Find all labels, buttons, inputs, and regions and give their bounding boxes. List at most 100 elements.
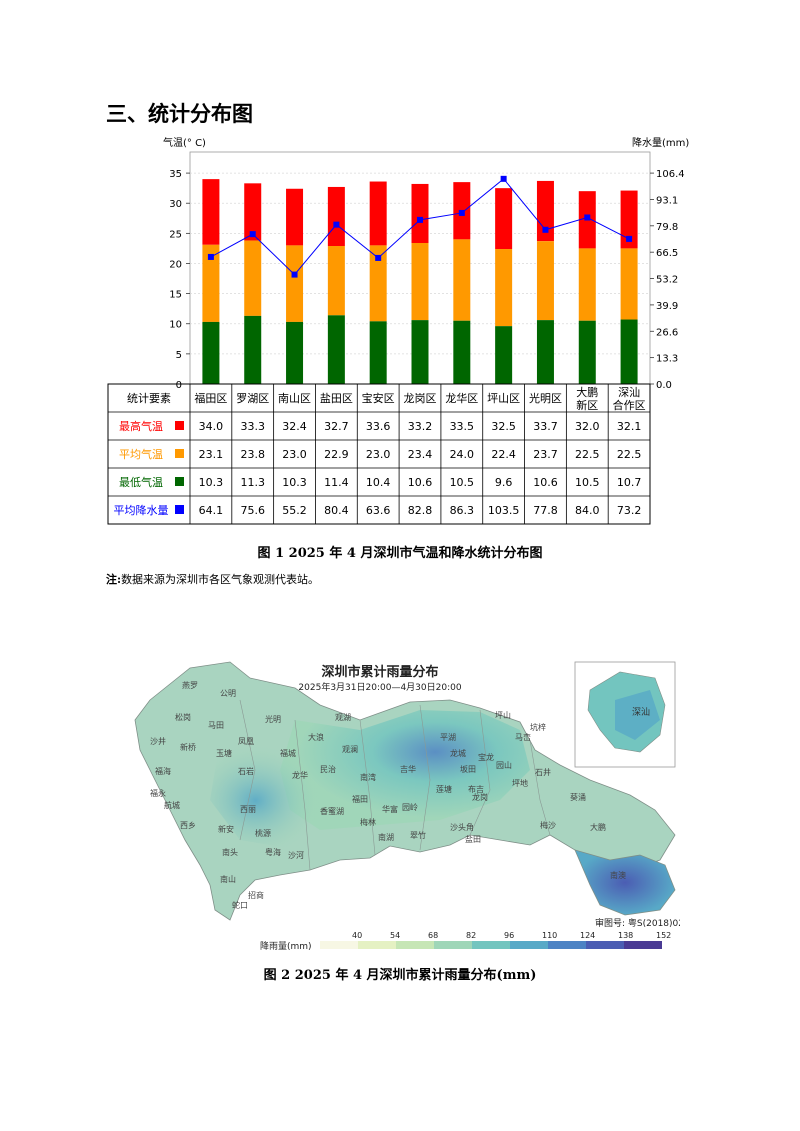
category-label: 盐田区	[320, 392, 353, 405]
right-tick-label: 13.3	[656, 354, 678, 365]
data-source-note: 注:数据来源为深圳市各区气象观测代表站。	[106, 573, 320, 586]
map-place-label: 招商	[248, 890, 264, 900]
precipitation-point	[291, 271, 298, 278]
series-swatch	[175, 421, 184, 430]
avg-temp-bar	[411, 242, 429, 321]
right-tick-label: 66.5	[656, 248, 678, 259]
left-tick-label: 30	[169, 199, 182, 210]
data-value: 22.5	[575, 448, 600, 461]
data-value: 86.3	[450, 504, 475, 517]
avg-temp-bar	[495, 249, 513, 327]
category-label: 罗湖区	[236, 392, 269, 405]
map-place-label: 桃源	[255, 828, 271, 838]
left-tick-label: 20	[169, 259, 182, 270]
map-place-label: 龙岗	[472, 792, 488, 802]
legend-swatch	[320, 941, 358, 949]
precipitation-point	[584, 214, 591, 221]
map-subtitle: 2025年3月31日20:00—4月30日20:00	[298, 681, 461, 693]
data-value: 63.6	[366, 504, 391, 517]
category-label: 宝安区	[362, 391, 395, 405]
data-value: 10.7	[617, 476, 642, 489]
category-label: 大鹏新区	[576, 385, 598, 412]
map-place-label: 观湖	[335, 713, 351, 722]
map-place-label: 福海	[155, 766, 171, 776]
precipitation-point	[333, 221, 340, 228]
map-place-label: 南澳	[610, 870, 626, 880]
table-header-cell: 统计要素	[127, 392, 171, 405]
min-temp-bar	[578, 320, 596, 384]
data-value: 32.1	[617, 420, 642, 433]
left-tick-label: 10	[169, 320, 182, 331]
map-place-label: 坑梓	[530, 722, 546, 732]
data-value: 32.5	[491, 420, 516, 433]
map-place-label: 沙井	[150, 736, 166, 746]
category-label: 龙岗区	[404, 392, 437, 405]
map-place-label: 布吉	[468, 784, 484, 794]
map-place-label: 马田	[208, 721, 224, 730]
data-value: 33.2	[408, 420, 433, 433]
map-place-label: 航城	[164, 800, 180, 810]
right-tick-label: 93.1	[656, 195, 678, 206]
min-temp-bar	[202, 321, 220, 384]
map-place-label: 燕罗	[182, 680, 198, 690]
data-value: 33.3	[240, 420, 265, 433]
legend-tick: 40	[352, 931, 362, 940]
map-place-label: 南头	[222, 847, 238, 857]
data-value: 11.4	[324, 476, 349, 489]
precipitation-point	[542, 226, 549, 233]
min-temp-bar	[453, 320, 471, 384]
data-value: 23.1	[199, 448, 224, 461]
map-place-label: 坂田	[460, 764, 476, 774]
map-place-label: 坪山	[495, 710, 511, 720]
left-tick-label: 0	[176, 380, 182, 391]
map-place-label: 龙华	[292, 770, 308, 780]
data-value: 10.4	[366, 476, 391, 489]
right-tick-label: 79.8	[656, 222, 678, 233]
avg-temp-bar	[244, 240, 262, 316]
data-value: 64.1	[199, 504, 224, 517]
avg-temp-bar	[620, 248, 638, 320]
left-tick-label: 35	[169, 169, 182, 180]
map-place-label: 园山	[496, 760, 512, 770]
data-value: 82.8	[408, 504, 433, 517]
legend-swatch	[510, 941, 548, 949]
data-value: 103.5	[488, 504, 520, 517]
avg-temp-bar	[578, 248, 596, 321]
precipitation-point	[417, 216, 423, 223]
map-place-label: 松岗	[175, 712, 191, 722]
legend-swatch	[586, 941, 624, 949]
legend-label: 降雨量(mm)	[260, 940, 312, 950]
data-value: 34.0	[199, 420, 224, 433]
min-temp-bar	[620, 319, 638, 384]
max-temp-bar	[495, 188, 513, 250]
avg-temp-bar	[327, 246, 345, 316]
avg-temp-bar	[202, 244, 220, 322]
data-value: 23.0	[282, 448, 307, 461]
data-value: 32.0	[575, 420, 600, 433]
map-place-label: 西丽	[240, 805, 256, 814]
data-value: 73.2	[617, 504, 642, 517]
series-label: 最低气温	[119, 475, 163, 489]
map-place-label: 石岩	[238, 766, 254, 776]
data-value: 33.6	[366, 420, 391, 433]
category-label: 龙华区	[445, 391, 478, 405]
max-temp-bar	[620, 190, 638, 249]
avg-temp-bar	[286, 245, 304, 322]
legend-tick: 124	[580, 931, 595, 940]
data-value: 10.3	[282, 476, 307, 489]
legend-tick: 110	[542, 931, 557, 940]
category-label: 坪山区	[487, 392, 520, 405]
data-value: 10.6	[533, 476, 558, 489]
map-place-label: 香蜜湖	[320, 806, 344, 816]
precipitation-point	[500, 175, 507, 182]
rainfall-map-image: 深汕 深圳市累计雨量分布 2025年3月31日20:00—4月30日20:00 …	[134, 661, 708, 952]
legend-swatch	[472, 941, 510, 949]
data-value: 10.6	[408, 476, 433, 489]
map-place-label: 公明	[220, 689, 236, 698]
max-temp-bar	[411, 183, 429, 243]
legend-tick: 82	[466, 931, 476, 940]
min-temp-bar	[411, 320, 429, 384]
data-value: 32.7	[324, 420, 349, 433]
map-place-label: 沙河	[288, 850, 304, 860]
min-temp-bar	[286, 321, 304, 384]
